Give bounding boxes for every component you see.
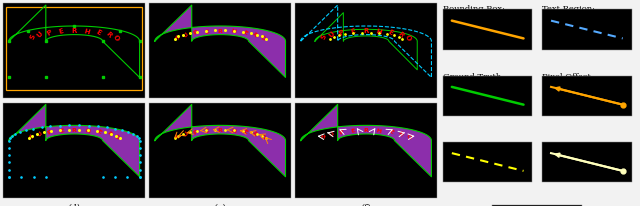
Text: (e): (e) (214, 203, 227, 206)
Text: E: E (241, 128, 248, 135)
Text: P: P (193, 128, 199, 135)
Text: R: R (72, 28, 77, 34)
Text: H: H (230, 127, 236, 133)
Text: P: P (47, 128, 53, 135)
Bar (295, 103, 437, 198)
Text: P: P (339, 128, 345, 135)
Text: O: O (404, 132, 412, 139)
Text: U: U (36, 130, 44, 137)
Text: S: S (29, 34, 36, 41)
Text: P: P (193, 29, 199, 36)
Bar (443, 10, 532, 50)
Text: H: H (83, 28, 90, 35)
Text: E: E (205, 128, 210, 133)
Text: U: U (182, 31, 189, 38)
Bar (6, 8, 142, 91)
Text: Text Kernel:: Text Kernel: (443, 141, 494, 149)
Text: S: S (321, 133, 328, 139)
Text: R: R (397, 130, 404, 137)
Text: O: O (259, 132, 266, 139)
Text: S: S (29, 133, 36, 139)
Text: H: H (375, 28, 382, 35)
Text: H: H (230, 28, 236, 35)
Text: E: E (241, 29, 248, 36)
Text: (b): (b) (214, 104, 227, 113)
Bar (493, 205, 582, 206)
Text: O: O (112, 33, 120, 41)
Text: E: E (59, 128, 64, 133)
Text: R: R (105, 31, 113, 39)
Text: Ground Truth:: Ground Truth: (443, 73, 504, 81)
Bar (295, 4, 437, 99)
Bar (443, 142, 532, 182)
Text: (f): (f) (361, 203, 371, 206)
Text: H: H (84, 127, 90, 133)
Polygon shape (301, 105, 431, 177)
Text: E: E (58, 28, 65, 35)
Text: R: R (105, 130, 112, 137)
Text: Pixel Offset:: Pixel Offset: (542, 73, 594, 81)
Text: R: R (218, 128, 223, 132)
Bar (542, 10, 632, 50)
Polygon shape (155, 6, 285, 78)
Text: P: P (46, 29, 54, 37)
Text: R: R (251, 31, 258, 38)
Text: E: E (351, 128, 356, 133)
Text: Pixel Orientations:: Pixel Orientations: (542, 141, 614, 149)
Text: (c): (c) (360, 104, 372, 113)
Bar (542, 76, 632, 116)
Text: (d): (d) (68, 203, 81, 206)
Text: E: E (387, 29, 394, 36)
Text: S: S (175, 133, 182, 139)
Text: (a): (a) (68, 104, 81, 113)
Text: P: P (338, 29, 346, 37)
Text: R: R (397, 31, 404, 39)
Text: Text Region:: Text Region: (542, 5, 595, 13)
Text: O: O (404, 33, 412, 41)
Text: Bounding Box:: Bounding Box: (443, 5, 505, 13)
Bar (3, 4, 145, 99)
Text: O: O (259, 34, 266, 41)
Text: R: R (364, 28, 369, 34)
Polygon shape (155, 105, 285, 177)
Bar (542, 142, 632, 182)
Text: U: U (328, 130, 335, 137)
Text: R: R (218, 29, 223, 34)
Bar (149, 4, 291, 99)
Text: U: U (328, 30, 336, 39)
Text: E: E (95, 128, 102, 135)
Text: U: U (36, 30, 44, 39)
Text: O: O (113, 132, 120, 139)
Text: R: R (251, 130, 258, 137)
Bar (149, 103, 291, 198)
Text: R: R (364, 128, 369, 132)
Text: R: R (72, 128, 77, 132)
Text: U: U (182, 130, 189, 137)
Text: E: E (95, 29, 102, 36)
Text: E: E (350, 28, 356, 35)
Polygon shape (9, 105, 140, 177)
Text: E: E (387, 128, 394, 135)
Bar (3, 103, 145, 198)
Text: H: H (376, 127, 382, 133)
Bar (443, 76, 532, 116)
Text: E: E (205, 29, 210, 35)
Text: S: S (321, 34, 328, 41)
Text: S: S (175, 34, 182, 40)
